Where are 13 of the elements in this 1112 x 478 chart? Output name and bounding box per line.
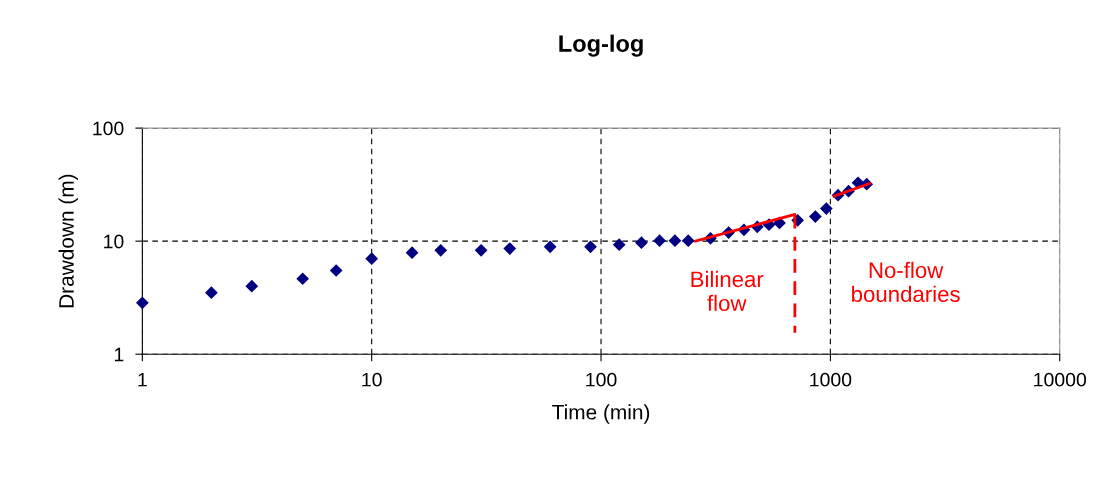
- chart-title: Log-log: [559, 34, 643, 57]
- y-tick-label: 10: [104, 234, 124, 249]
- y-axis-title: Drawdown (m): [58, 174, 78, 308]
- annotation: No-flow boundaries: [852, 261, 960, 303]
- x-tick-label: 10000: [1034, 372, 1087, 387]
- x-tick-label: 10: [362, 372, 382, 387]
- x-tick-label: 1000: [810, 372, 852, 387]
- annotation: Bilinear flow: [691, 270, 764, 312]
- x-tick-label: 100: [586, 372, 617, 387]
- y-tick-label: 1: [114, 347, 124, 362]
- x-axis-title: Time (min): [552, 404, 650, 424]
- x-tick-label: 1: [138, 372, 147, 387]
- y-tick-label: 100: [93, 121, 124, 136]
